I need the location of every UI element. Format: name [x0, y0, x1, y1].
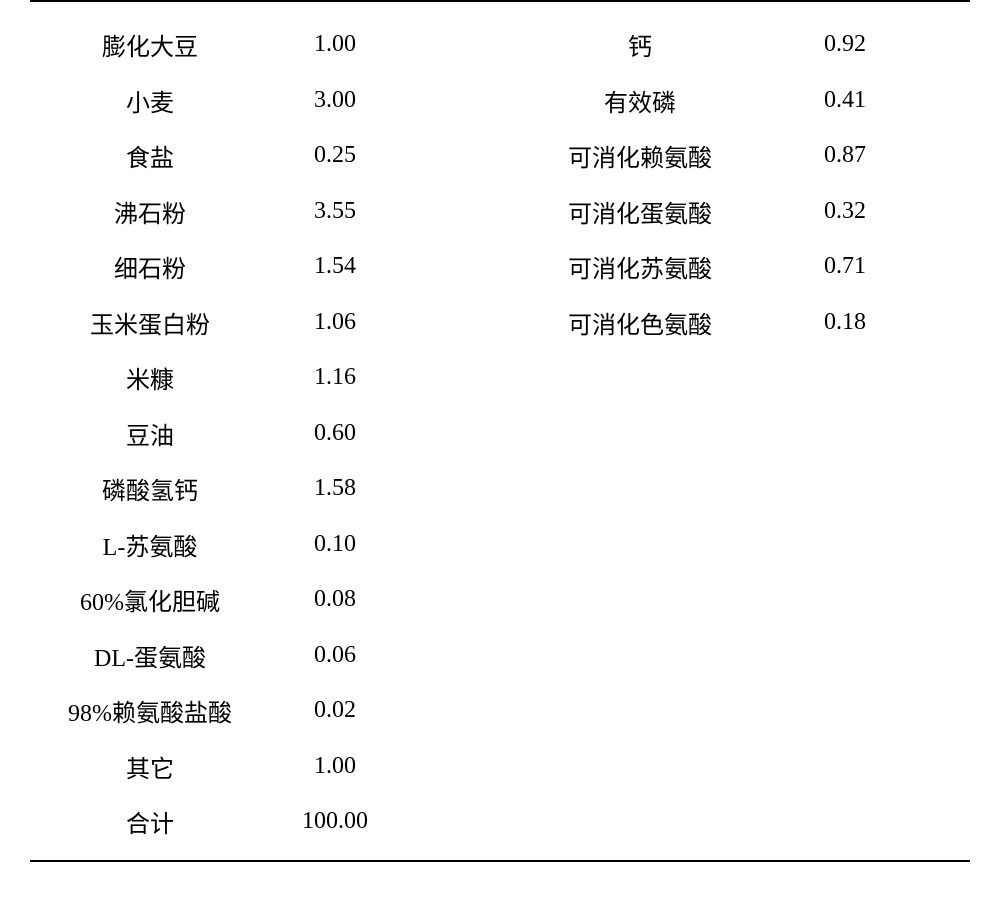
left-label: 米糠 — [30, 360, 270, 395]
table-row: 豆油 0.60 — [30, 406, 970, 462]
table-row: 60%氯化胆碱 0.08 — [30, 572, 970, 628]
table-row: 其它 1.00 — [30, 739, 970, 795]
left-label: L-苏氨酸 — [30, 527, 270, 562]
right-value: 0.18 — [775, 309, 915, 336]
left-label: 沸石粉 — [30, 194, 270, 229]
right-label: 可消化色氨酸 — [505, 305, 775, 340]
right-label: 有效磷 — [505, 83, 775, 118]
right-value: 0.41 — [775, 87, 915, 114]
right-value: 0.32 — [775, 198, 915, 225]
right-label: 可消化赖氨酸 — [505, 138, 775, 173]
table-row: 米糠 1.16 — [30, 350, 970, 406]
left-value: 0.60 — [270, 420, 400, 447]
left-value: 3.55 — [270, 198, 400, 225]
left-value: 0.08 — [270, 586, 400, 613]
right-label: 可消化苏氨酸 — [505, 249, 775, 284]
right-label: 钙 — [505, 27, 775, 62]
left-value: 0.10 — [270, 531, 400, 558]
left-label: 60%氯化胆碱 — [30, 582, 270, 617]
table-row: 玉米蛋白粉 1.06 可消化色氨酸 0.18 — [30, 295, 970, 351]
table-bottom-border — [30, 860, 970, 862]
left-value: 0.06 — [270, 642, 400, 669]
left-label: 小麦 — [30, 83, 270, 118]
left-label: 豆油 — [30, 416, 270, 451]
table-row: 磷酸氢钙 1.58 — [30, 461, 970, 517]
left-value: 0.25 — [270, 142, 400, 169]
table-row: 合计 100.00 — [30, 794, 970, 850]
right-value: 0.87 — [775, 142, 915, 169]
composition-table: 膨化大豆 1.00 钙 0.92 小麦 3.00 有效磷 0.41 食盐 0.2… — [0, 0, 1000, 862]
left-value: 3.00 — [270, 87, 400, 114]
right-label: 可消化蛋氨酸 — [505, 194, 775, 229]
left-value: 1.58 — [270, 475, 400, 502]
left-label: DL-蛋氨酸 — [30, 638, 270, 673]
left-value: 1.00 — [270, 753, 400, 780]
left-label: 玉米蛋白粉 — [30, 305, 270, 340]
left-value: 1.06 — [270, 309, 400, 336]
left-label: 其它 — [30, 749, 270, 784]
table-row: 细石粉 1.54 可消化苏氨酸 0.71 — [30, 239, 970, 295]
table-row: 膨化大豆 1.00 钙 0.92 — [30, 17, 970, 73]
left-label: 98%赖氨酸盐酸 — [30, 693, 270, 728]
left-label: 磷酸氢钙 — [30, 471, 270, 506]
left-label: 膨化大豆 — [30, 27, 270, 62]
left-label: 合计 — [30, 804, 270, 839]
right-value: 0.71 — [775, 253, 915, 280]
table-row: 98%赖氨酸盐酸 0.02 — [30, 683, 970, 739]
table-row: 小麦 3.00 有效磷 0.41 — [30, 73, 970, 129]
table-row: 沸石粉 3.55 可消化蛋氨酸 0.32 — [30, 184, 970, 240]
table-row: 食盐 0.25 可消化赖氨酸 0.87 — [30, 128, 970, 184]
left-value: 0.02 — [270, 697, 400, 724]
left-value: 100.00 — [270, 808, 400, 835]
left-value: 1.16 — [270, 364, 400, 391]
table-body: 膨化大豆 1.00 钙 0.92 小麦 3.00 有效磷 0.41 食盐 0.2… — [30, 2, 970, 860]
left-label: 细石粉 — [30, 249, 270, 284]
right-value: 0.92 — [775, 31, 915, 58]
left-label: 食盐 — [30, 138, 270, 173]
table-row: L-苏氨酸 0.10 — [30, 517, 970, 573]
left-value: 1.00 — [270, 31, 400, 58]
table-row: DL-蛋氨酸 0.06 — [30, 628, 970, 684]
left-value: 1.54 — [270, 253, 400, 280]
